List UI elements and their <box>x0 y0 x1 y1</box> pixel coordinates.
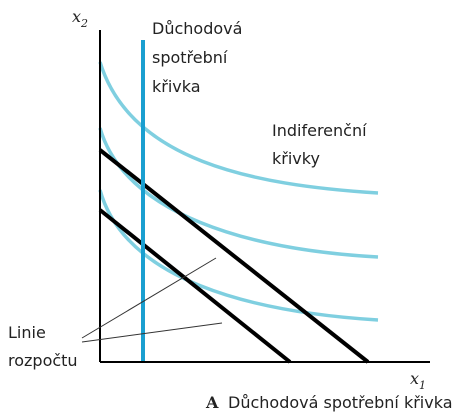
curve-label: křivky <box>272 149 320 168</box>
curve-label: Indiferenční <box>272 121 367 140</box>
indifference-curve <box>98 61 379 195</box>
caption-letter: A <box>205 393 219 412</box>
curve-label: Linie <box>8 323 46 342</box>
budget-line <box>98 148 370 364</box>
leader-line <box>81 257 217 339</box>
curve-label: Důchodová <box>152 19 242 38</box>
curve-label: křivka <box>152 77 201 96</box>
leader-line <box>81 322 223 343</box>
budget-line <box>98 208 292 364</box>
axis-label-base: x <box>410 369 419 388</box>
axis-label-sub: 2 <box>80 17 88 30</box>
curve-label: spotřební <box>152 48 228 67</box>
x-axis-label: x1 <box>410 369 426 392</box>
curve-label: rozpočtu <box>8 351 78 370</box>
axis-label-base: x <box>72 7 81 26</box>
axis-label-sub: 1 <box>419 379 426 392</box>
caption: Důchodová spotřební křivka <box>228 393 453 412</box>
y-axis-label: x2 <box>72 7 88 30</box>
